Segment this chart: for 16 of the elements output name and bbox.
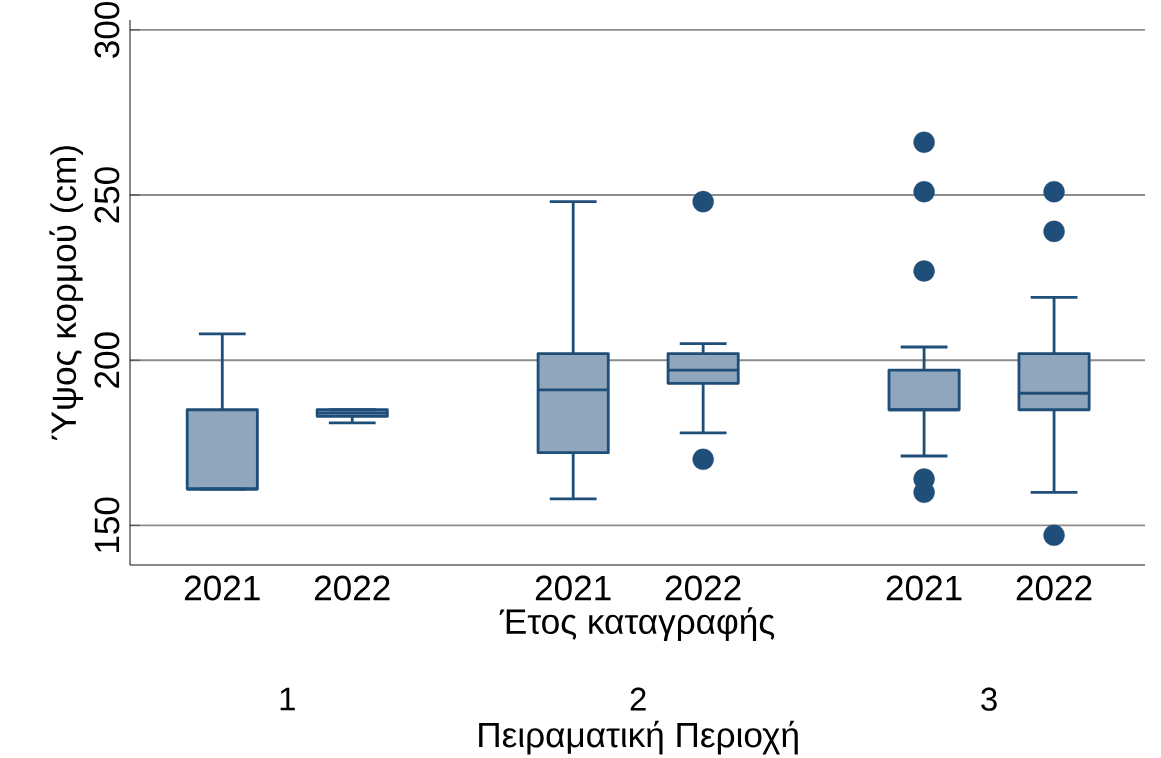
x-axis-title: Έτος καταγραφής — [499, 607, 775, 641]
text: 2 — [630, 687, 646, 711]
y-tick-label: 200 — [94, 332, 120, 388]
x-tick-label: 2022 — [314, 575, 390, 601]
text: 1 — [280, 687, 295, 711]
y-tick-label: 300 — [94, 1, 120, 58]
x-tick-label: 2021 — [184, 575, 260, 601]
text: 3 — [981, 687, 997, 711]
y-axis-title: Ύψος κορμού (cm) — [49, 146, 84, 440]
x-tick-label: 2022 — [1016, 575, 1092, 601]
x-tick-label: 2021 — [535, 575, 611, 601]
y-tick-label: 150 — [94, 497, 120, 552]
x-tick-label: 2022 — [665, 575, 741, 601]
y-tick-label: 250 — [94, 167, 120, 223]
x-tick-label: 2021 — [886, 575, 962, 601]
text: Πειραματική Περιοχή — [479, 720, 798, 755]
